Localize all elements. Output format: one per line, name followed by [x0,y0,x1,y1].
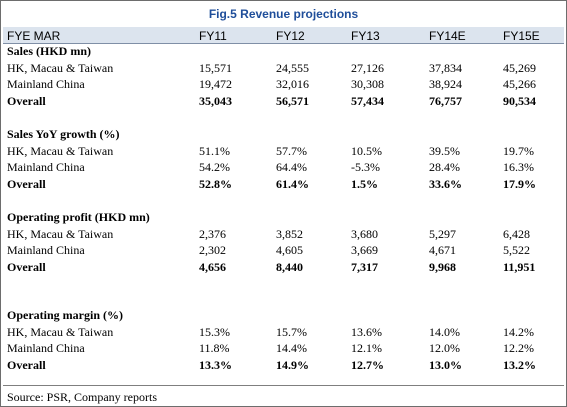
cell-value: 15,571 [199,60,232,75]
column-header: FY12 [276,29,305,43]
cell-value: 2,302 [199,243,226,257]
cell-value: 17.9% [503,176,536,191]
cell-value: 2,376 [199,226,226,241]
cell-value: 13.3% [199,357,232,372]
cell-value: 8,440 [276,259,303,274]
cell-value: 30,308 [351,77,384,91]
cell-value: 4,671 [429,243,456,257]
cell-value: 24,555 [276,60,309,75]
cell-value: 61.4% [276,176,309,191]
row-label: HK, Macau & Taiwan [7,324,114,339]
source-rule [3,385,564,386]
cell-value: 33.6% [429,176,462,191]
cell-value: 4,605 [276,243,303,257]
figure-title: Fig.5 Revenue projections [208,7,359,21]
cell-value: 54.2% [199,160,230,174]
cell-value: 28.4% [429,160,460,174]
cell-value: 14.2% [503,324,534,339]
row-label: Mainland China [7,341,85,355]
cell-value: 52.8% [199,176,232,191]
cell-value: 3,680 [351,226,378,241]
source-note: Source: PSR, Company reports [7,390,157,404]
section-heading: Operating margin (%) [7,308,123,322]
cell-value: 27,126 [351,60,384,75]
cell-value: 19.7% [503,143,534,158]
row-label: HK, Macau & Taiwan [7,60,114,75]
column-header: FY13 [351,29,380,43]
cell-value: 13.0% [429,357,462,372]
cell-value: 76,757 [429,93,462,108]
cell-value: 4,656 [199,259,226,274]
section-heading: Sales (HKD mn) [7,44,91,58]
row-label: Mainland China [7,243,85,257]
cell-value: 14.4% [276,341,307,355]
cell-value: 64.4% [276,160,307,174]
cell-value: 57.7% [276,143,307,158]
cell-value: 45,269 [503,60,536,75]
column-header: FY14E [429,29,466,43]
cell-value: 11.8% [199,341,230,355]
column-header: FY11 [199,29,227,43]
cell-value: 6,428 [503,226,530,241]
cell-value: 5,522 [503,243,530,257]
row-label: Overall [7,259,46,274]
cell-value: 13.6% [351,324,382,339]
section-heading: Sales YoY growth (%) [7,127,120,141]
row-label: Overall [7,93,46,108]
cell-value: 51.1% [199,143,230,158]
cell-value: 19,472 [199,77,232,91]
cell-value: 14.9% [276,357,309,372]
header-label: FYE MAR [7,29,61,43]
cell-value: 56,571 [276,93,309,108]
cell-value: 12.7% [351,357,384,372]
cell-value: 10.5% [351,143,382,158]
column-header: FY15E [503,29,540,43]
cell-value: 5,297 [429,226,456,241]
cell-value: 90,534 [503,93,536,108]
cell-value: 12.2% [503,341,534,355]
cell-value: 15.3% [199,324,230,339]
row-label: HK, Macau & Taiwan [7,226,114,241]
cell-value: -5.3% [351,160,380,174]
cell-value: 37,834 [429,60,462,75]
header-band [3,27,564,44]
cell-value: 32,016 [276,77,309,91]
cell-value: 3,852 [276,226,303,241]
cell-value: 9,968 [429,259,456,274]
row-label: Mainland China [7,77,85,91]
cell-value: 38,924 [429,77,462,91]
cell-value: 45,266 [503,77,536,91]
row-label: Overall [7,357,46,372]
cell-value: 15.7% [276,324,307,339]
row-label: Overall [7,176,46,191]
cell-value: 35,043 [199,93,232,108]
cell-value: 57,434 [351,93,384,108]
row-label: HK, Macau & Taiwan [7,143,114,158]
cell-value: 39.5% [429,143,460,158]
cell-value: 12.1% [351,341,382,355]
cell-value: 12.0% [429,341,460,355]
cell-value: 14.0% [429,324,460,339]
cell-value: 3,669 [351,243,378,257]
cell-value: 16.3% [503,160,534,174]
cell-value: 1.5% [351,176,378,191]
cell-value: 11,951 [503,259,536,274]
row-label: Mainland China [7,160,85,174]
cell-value: 13.2% [503,357,536,372]
section-heading: Operating profit (HKD mn) [7,210,150,224]
cell-value: 7,317 [351,259,378,274]
